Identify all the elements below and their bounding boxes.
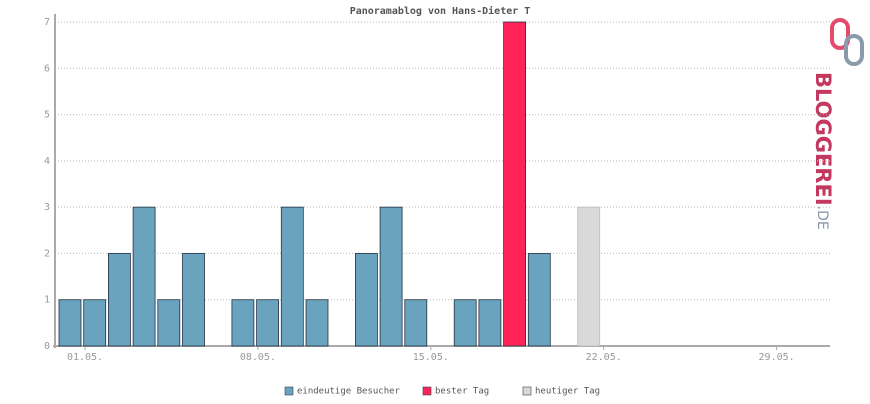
bar <box>354 253 378 347</box>
logo-tld: .DE <box>814 206 830 230</box>
chart-title: Panoramablog von Hans-Dieter T <box>350 5 531 17</box>
logo-icon <box>844 34 864 66</box>
bar <box>379 206 403 347</box>
legend-label: heutiger Tag <box>535 387 600 397</box>
legend-swatch <box>284 386 294 396</box>
x-tick-label: 29.05. <box>759 352 795 363</box>
y-tick-label: 6 <box>44 63 50 74</box>
bar <box>404 299 428 347</box>
bar <box>305 299 329 347</box>
bar <box>182 253 205 347</box>
legend-label: bester Tag <box>435 387 489 397</box>
x-tick-label: 08.05. <box>240 352 276 363</box>
y-tick-label: 4 <box>44 156 50 167</box>
bar <box>132 206 156 347</box>
y-tick-label: 1 <box>44 295 50 306</box>
y-tick-label: 7 <box>44 17 50 28</box>
bar <box>503 21 527 347</box>
logo-text: BLOGGEREI.DE <box>811 72 835 230</box>
bar <box>58 299 82 347</box>
bar <box>108 253 131 347</box>
legend-swatch <box>522 386 532 396</box>
bar <box>280 206 304 347</box>
x-tick-label: 22.05. <box>586 352 622 363</box>
x-tick-label: 01.05. <box>67 352 103 363</box>
bar <box>577 206 601 347</box>
bar <box>157 299 181 347</box>
legend-swatch <box>422 386 432 396</box>
bar <box>478 299 502 347</box>
bar <box>527 253 551 347</box>
y-tick-label: 2 <box>44 248 50 259</box>
bar <box>256 299 280 347</box>
y-tick-label: 3 <box>44 202 50 213</box>
bar <box>231 299 255 347</box>
bar <box>453 299 477 347</box>
y-tick-label: 0 <box>44 341 50 352</box>
logo: BLOGGEREI.DE <box>811 18 864 230</box>
y-tick-label: 5 <box>44 110 50 121</box>
logo-name: BLOGGEREI <box>811 72 835 206</box>
x-tick-label: 15.05. <box>413 352 449 363</box>
bar <box>83 299 107 347</box>
legend-label: eindeutige Besucher <box>297 387 401 397</box>
